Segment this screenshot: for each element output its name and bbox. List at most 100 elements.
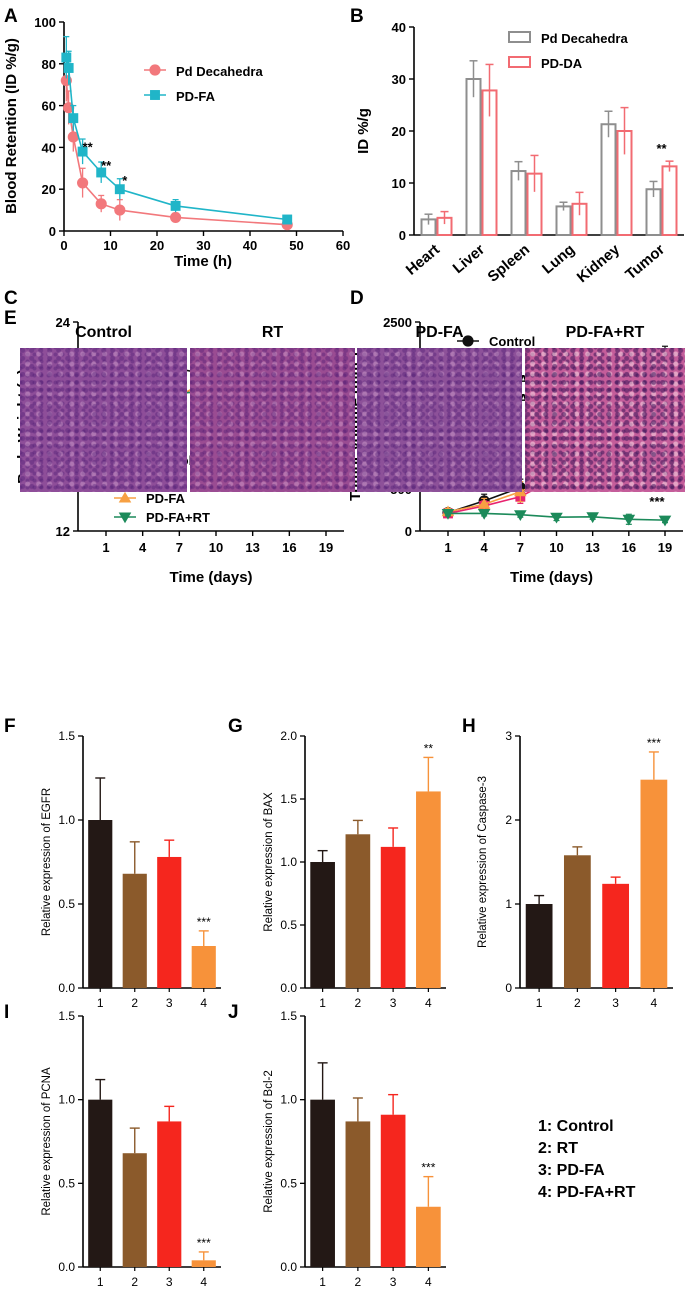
d-xtick-label: 4 bbox=[481, 540, 489, 555]
d-xtick-label: 1 bbox=[444, 540, 451, 555]
a-xtick-label: 0 bbox=[60, 238, 67, 253]
a-point bbox=[170, 200, 181, 211]
b-ytick-label: 10 bbox=[392, 176, 406, 191]
b-bar bbox=[465, 78, 482, 236]
b-category-label: Lung bbox=[539, 241, 578, 278]
h-category-label: 3 bbox=[612, 996, 619, 1010]
b-category-label: Kidney bbox=[574, 241, 624, 287]
a-ytick-label: 40 bbox=[42, 140, 56, 155]
a-ytick-label: 0 bbox=[49, 224, 56, 239]
i-bar bbox=[157, 1121, 182, 1267]
b-legend-label: Pd Decahedra bbox=[541, 31, 628, 46]
a-xtick-label: 50 bbox=[289, 238, 303, 253]
c-xtick-label: 19 bbox=[319, 540, 333, 555]
panel-g: 0.0 0.5 1.0 1.5 2.0 Relative expression of BA… bbox=[263, 729, 446, 1010]
h-ytick-label: 0 bbox=[505, 981, 512, 995]
panel-i: 0.0 0.5 1.0 1.5 Relative expression of PCNA 1… bbox=[41, 1009, 221, 1289]
a-point bbox=[63, 63, 74, 73]
panel-letter-G: G bbox=[228, 716, 243, 737]
a-ytick-label: 100 bbox=[34, 15, 56, 30]
h-ylabel: Relative expression of Caspase-3 bbox=[477, 776, 489, 948]
c-legend-marker bbox=[118, 512, 132, 524]
panel-letter-D: D bbox=[350, 288, 364, 309]
j-ytick-label: 1.5 bbox=[280, 1009, 297, 1023]
a-annotation: * bbox=[122, 173, 128, 188]
panel-letter-A: A bbox=[4, 6, 18, 27]
histology-image-2 bbox=[190, 348, 355, 492]
a-point bbox=[67, 131, 79, 143]
f-ylabel: Relative expression of EGFR bbox=[41, 788, 53, 936]
f-ytick-label: 1.5 bbox=[58, 729, 75, 743]
group-key-item-4: 4: PD-FA+RT bbox=[538, 1184, 636, 1201]
j-category-label: 3 bbox=[390, 1275, 397, 1289]
d-ytick-label: 0 bbox=[405, 524, 412, 539]
c-xtick-label: 13 bbox=[245, 540, 259, 555]
b-category-label: Liver bbox=[450, 241, 489, 277]
h-category-label: 4 bbox=[651, 996, 658, 1010]
f-ytick-label: 0.0 bbox=[58, 981, 75, 995]
panel-j: 0.0 0.5 1.0 1.5 Relative expression of Bcl-2… bbox=[263, 1009, 446, 1289]
d-ytick-label: 2500 bbox=[383, 315, 412, 330]
g-bar bbox=[345, 834, 371, 988]
g-bar bbox=[380, 846, 406, 988]
d-xtick-label: 7 bbox=[517, 540, 524, 555]
c-legend-label: PD-FA+RT bbox=[146, 510, 210, 525]
a-point bbox=[77, 177, 89, 189]
c-legend-marker bbox=[118, 491, 132, 503]
group-key-item-2: 2: RT bbox=[538, 1140, 578, 1157]
histology-label-1: Control bbox=[75, 324, 132, 341]
f-bar bbox=[157, 856, 182, 988]
g-category-label: 4 bbox=[425, 996, 432, 1010]
d-legend-marker bbox=[462, 335, 474, 347]
b-ytick-label: 20 bbox=[392, 124, 406, 139]
histology-label-2: RT bbox=[262, 324, 284, 341]
h-ytick-label: 1 bbox=[505, 897, 512, 911]
f-bar bbox=[122, 873, 147, 988]
a-ylabel: Blood Retention (ID %/g) bbox=[3, 38, 20, 214]
b-legend-swatch bbox=[508, 31, 531, 43]
c-xtick-label: 4 bbox=[139, 540, 147, 555]
j-annotation: *** bbox=[421, 1161, 435, 1175]
h-category-label: 2 bbox=[574, 996, 581, 1010]
h-ytick-label: 3 bbox=[505, 729, 512, 743]
j-category-label: 2 bbox=[355, 1275, 362, 1289]
i-category-label: 2 bbox=[131, 1275, 138, 1289]
i-bar bbox=[122, 1153, 147, 1267]
g-bar bbox=[416, 791, 441, 988]
panel-a: 0 20 40 60 80 100 0 10 20 30 40 50 60 Time (h) Blood R… bbox=[3, 15, 350, 270]
d-point bbox=[658, 515, 672, 527]
a-xtick-label: 10 bbox=[103, 238, 117, 253]
j-bar bbox=[380, 1114, 406, 1267]
b-annotation: ** bbox=[656, 141, 667, 156]
b-legend-label: PD-DA bbox=[541, 56, 583, 71]
h-bar bbox=[602, 883, 630, 988]
panel-letter-J: J bbox=[228, 1002, 239, 1023]
b-bar bbox=[510, 170, 527, 236]
a-ytick-label: 60 bbox=[42, 99, 56, 114]
histology-image-3 bbox=[357, 348, 522, 492]
b-ytick-label: 0 bbox=[399, 228, 406, 243]
histology-image-4 bbox=[525, 348, 685, 492]
f-annotation: *** bbox=[197, 915, 211, 929]
g-bar bbox=[310, 862, 335, 988]
g-ytick-label: 1.0 bbox=[280, 855, 297, 869]
panel-f: 0.0 0.5 1.0 1.5 Relative expression of EGFR 1… bbox=[41, 729, 221, 1010]
h-bar bbox=[640, 779, 668, 988]
a-point bbox=[96, 167, 107, 178]
c-legend-label: PD-FA bbox=[146, 491, 186, 506]
a-point bbox=[114, 184, 125, 195]
a-legend-label: PD-FA bbox=[176, 89, 216, 104]
f-ytick-label: 1.0 bbox=[58, 813, 75, 827]
g-annotation: ** bbox=[424, 741, 434, 755]
group-key-item-3: 3: PD-FA bbox=[538, 1162, 605, 1179]
i-ytick-label: 1.5 bbox=[58, 1009, 75, 1023]
a-point bbox=[170, 211, 182, 223]
j-category-label: 1 bbox=[319, 1275, 326, 1289]
panel-letter-E: E bbox=[4, 308, 17, 329]
d-xtick-label: 16 bbox=[622, 540, 636, 555]
panel-letter-H: H bbox=[462, 716, 476, 737]
c-xtick-label: 10 bbox=[209, 540, 223, 555]
d-xtick-label: 10 bbox=[549, 540, 563, 555]
a-point bbox=[114, 204, 126, 216]
